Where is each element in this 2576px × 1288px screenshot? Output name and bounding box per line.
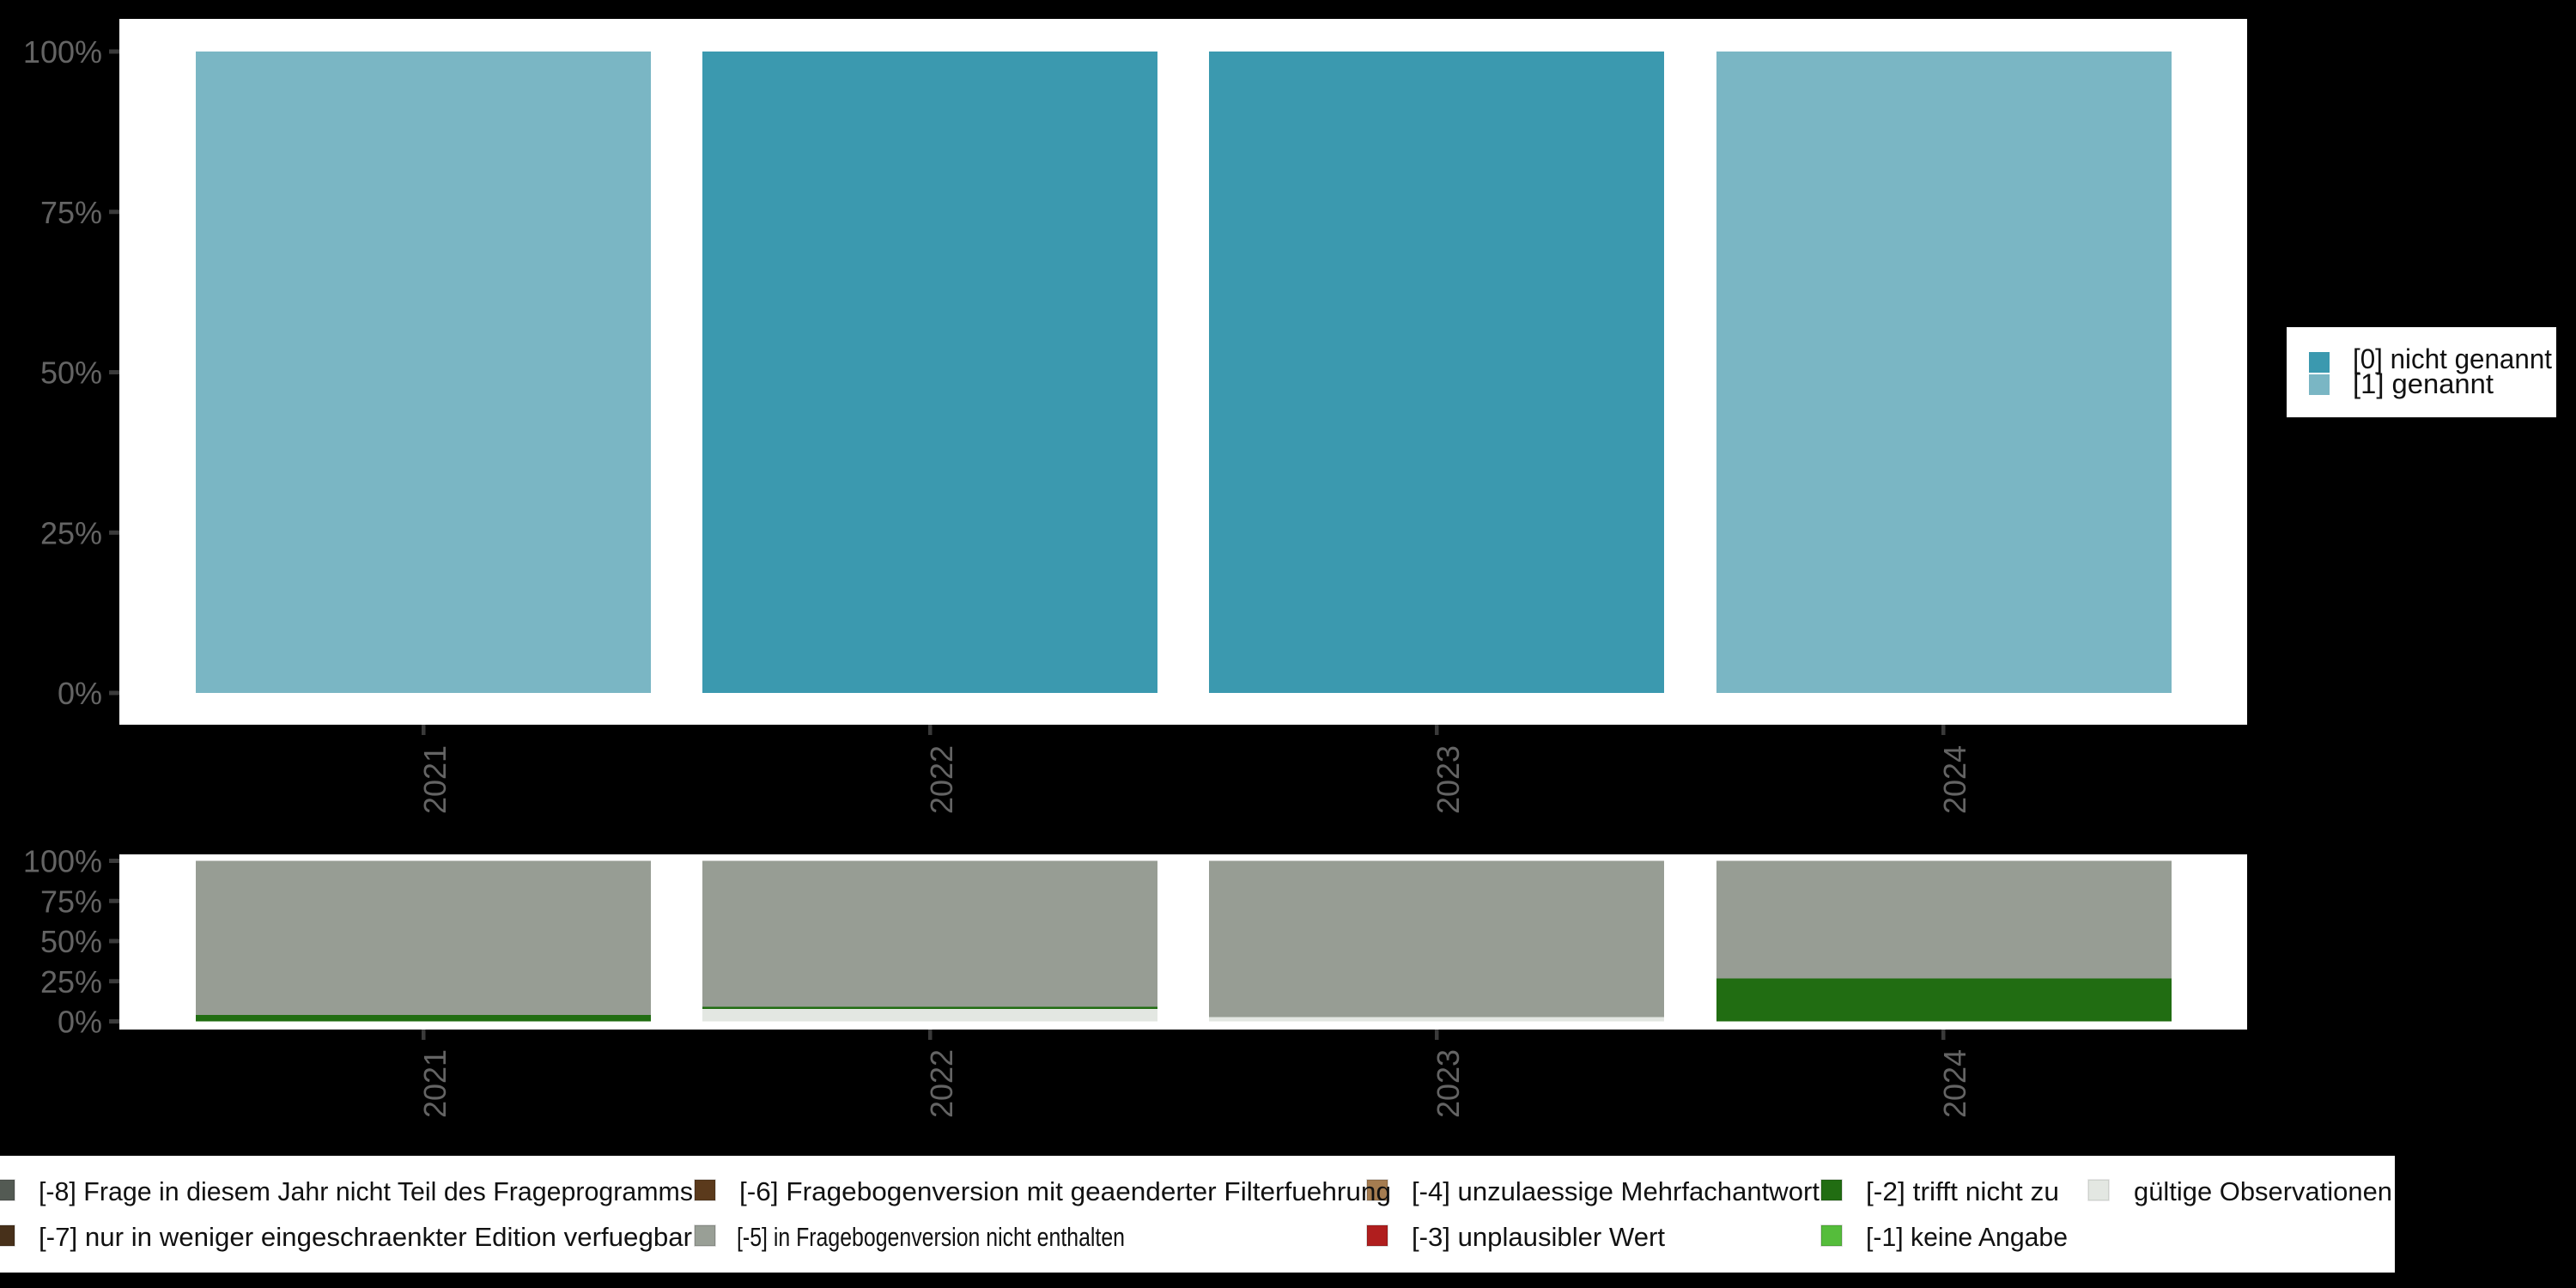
svg-text:[-4] unzulaessige Mehrfachantw: [-4] unzulaessige Mehrfachantwort [1412,1176,1820,1206]
svg-text:2022: 2022 [924,1049,959,1118]
svg-text:50%: 50% [40,924,102,959]
svg-text:75%: 75% [40,195,102,230]
svg-text:2024: 2024 [1937,1049,1972,1118]
svg-text:100%: 100% [23,34,102,70]
svg-text:2023: 2023 [1431,745,1466,814]
svg-text:[0] nicht genannt: [0] nicht genannt [2353,343,2552,374]
svg-text:[-8] Frage in diesem Jahr nich: [-8] Frage in diesem Jahr nicht Teil des… [39,1176,693,1206]
svg-text:[-3] unplausibler Wert: [-3] unplausibler Wert [1412,1222,1665,1252]
svg-text:2021: 2021 [417,1049,453,1118]
svg-text:2023: 2023 [1431,1049,1466,1118]
svg-text:2022: 2022 [924,745,959,814]
svg-text:100%: 100% [23,844,102,879]
svg-text:[1] genannt: [1] genannt [2353,368,2494,399]
svg-text:[-5] in Fragebogenversion nich: [-5] in Fragebogenversion nicht enthalte… [737,1222,1125,1252]
svg-text:[-2] trifft nicht zu: [-2] trifft nicht zu [1866,1176,2059,1206]
svg-text:25%: 25% [40,964,102,999]
svg-text:gültige Observationen: gültige Observationen [2134,1176,2392,1206]
svg-text:[-1] keine Angabe: [-1] keine Angabe [1866,1222,2068,1252]
svg-text:75%: 75% [40,884,102,919]
svg-text:[-6] Fragebogenversion mit gea: [-6] Fragebogenversion mit geaenderter F… [739,1176,1391,1206]
svg-text:50%: 50% [40,355,102,391]
svg-text:25%: 25% [40,515,102,550]
svg-text:0%: 0% [58,1005,102,1040]
svg-text:2024: 2024 [1937,745,1972,814]
svg-text:0%: 0% [58,676,102,711]
svg-text:2021: 2021 [417,745,453,814]
svg-text:[-7] nur in weniger eingeschra: [-7] nur in weniger eingeschraenkter Edi… [39,1222,692,1252]
